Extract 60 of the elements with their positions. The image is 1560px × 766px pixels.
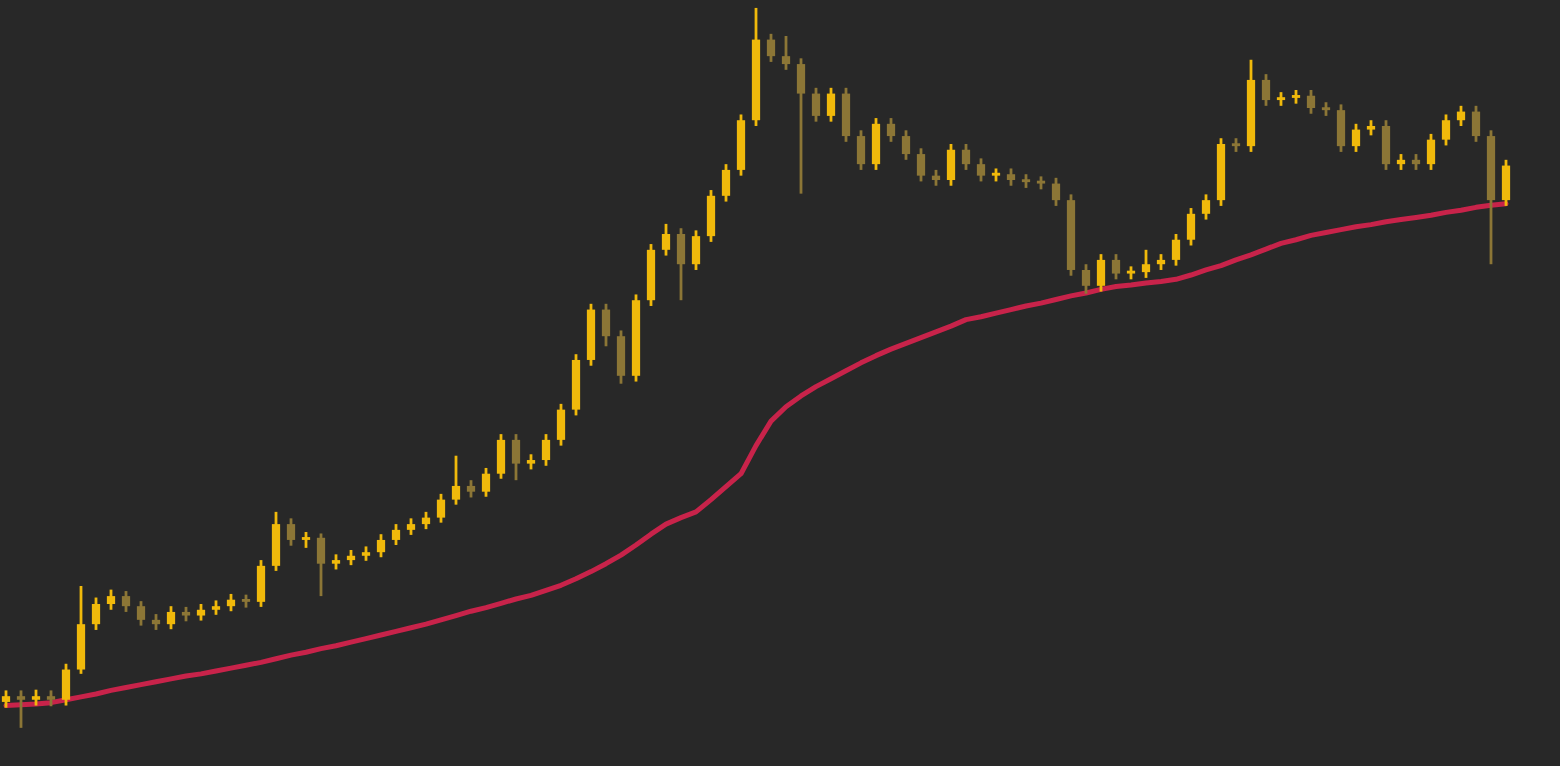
candlestick <box>136 599 146 627</box>
candlestick <box>436 492 446 525</box>
candlestick <box>1186 206 1196 247</box>
candlestick <box>1261 72 1271 108</box>
candlestick <box>1306 88 1316 116</box>
candlestick <box>481 466 491 499</box>
candlestick <box>856 128 866 172</box>
candlestick <box>901 128 911 162</box>
candlestick <box>76 584 86 676</box>
candlestick <box>721 162 731 203</box>
candlestick <box>1081 262 1091 296</box>
candlestick <box>391 522 401 547</box>
candlestick <box>1381 118 1391 172</box>
candlestick <box>286 516 296 548</box>
candlestick <box>256 558 266 609</box>
candlestick <box>166 604 176 631</box>
candlestick <box>106 588 116 612</box>
candlestick <box>706 188 716 244</box>
candlestick <box>1051 176 1061 208</box>
candlestick <box>1456 104 1466 128</box>
candlestick <box>676 226 686 302</box>
candlestick <box>1171 232 1181 268</box>
candlestick <box>541 432 551 468</box>
candlestick <box>1501 158 1511 208</box>
candlestick <box>871 116 881 172</box>
candlestick <box>781 34 791 72</box>
candlestick <box>16 689 26 730</box>
candlestick <box>1471 104 1481 144</box>
candlestick <box>691 228 701 272</box>
candlestick <box>811 86 821 124</box>
candlestick <box>796 56 806 196</box>
candlestick <box>1441 113 1451 147</box>
candlestick <box>1336 103 1346 154</box>
candlestick <box>496 432 506 481</box>
candlestick <box>766 32 776 64</box>
candlestick <box>511 432 521 482</box>
candlestick <box>271 510 281 573</box>
candlestick <box>1096 252 1106 293</box>
candlestick <box>1201 192 1211 221</box>
candlestick <box>961 142 971 172</box>
candlestick <box>841 86 851 144</box>
candlestick <box>946 142 956 188</box>
candlestick <box>121 589 131 614</box>
candlestick <box>826 86 836 124</box>
candlestick <box>556 402 566 448</box>
candlestick <box>316 532 326 598</box>
candlestick <box>1351 122 1361 154</box>
candlestick <box>886 116 896 144</box>
candlestick <box>601 302 611 348</box>
candlestick <box>451 454 461 507</box>
candlestick <box>1426 132 1436 172</box>
candlestick <box>976 156 986 183</box>
candlestick <box>91 596 101 632</box>
candlestick <box>376 532 386 559</box>
candlestick <box>616 329 626 386</box>
candlestick <box>1141 248 1151 280</box>
candlestick <box>916 146 926 183</box>
candlestick <box>1111 252 1121 281</box>
candlestick <box>61 662 71 707</box>
candlestick <box>661 222 671 257</box>
